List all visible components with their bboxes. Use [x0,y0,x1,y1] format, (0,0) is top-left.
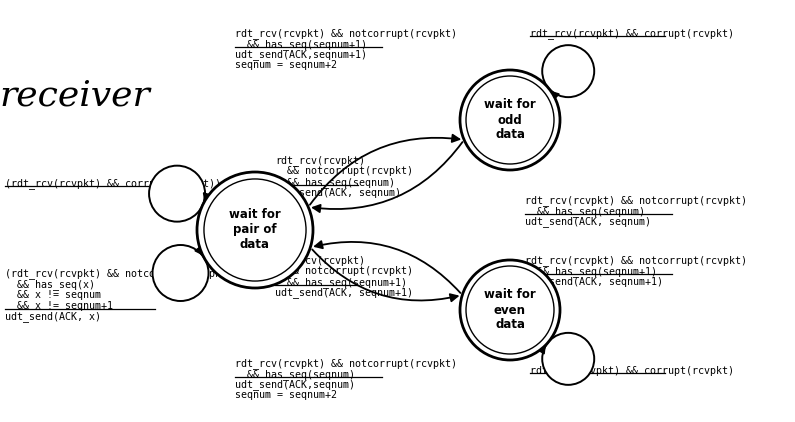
Text: && has_seq(seqnum+1): && has_seq(seqnum+1) [235,39,367,50]
Text: && x != seqnum+1: && x != seqnum+1 [5,301,113,311]
Text: rdt_rcv(rcvpkt) && corrupt(rcvpkt): rdt_rcv(rcvpkt) && corrupt(rcvpkt) [530,365,734,376]
Text: receiver: receiver [0,78,150,112]
Circle shape [542,45,594,97]
Text: && has_seq(x): && has_seq(x) [5,279,95,290]
Circle shape [460,70,560,170]
Text: wait for
odd
data: wait for odd data [484,98,536,141]
Text: udt_send(ACK,seqnum): udt_send(ACK,seqnum) [235,379,355,390]
Text: && notcorrupt(rcvpkt): && notcorrupt(rcvpkt) [275,166,413,176]
Text: && notcorrupt(rcvpkt): && notcorrupt(rcvpkt) [275,266,413,276]
Text: wait for
pair of
data: wait for pair of data [229,208,281,252]
Text: rdt_rcv(rcvpkt) && notcorrupt(rcvpkt): rdt_rcv(rcvpkt) && notcorrupt(rcvpkt) [235,28,457,39]
Text: && x != seqnum: && x != seqnum [5,290,101,300]
Text: && has_seq(seqnum+1): && has_seq(seqnum+1) [525,266,657,277]
Circle shape [153,245,208,301]
Text: udt_send(ACK, seqnum): udt_send(ACK, seqnum) [275,187,401,198]
Text: && has_seq(seqnum): && has_seq(seqnum) [525,206,645,217]
Text: rdt_rcv(rcvpkt) && corrupt(rcvpkt): rdt_rcv(rcvpkt) && corrupt(rcvpkt) [530,28,734,39]
Text: && has_seq(seqnum): && has_seq(seqnum) [275,177,395,188]
Text: udt_send(ACK, x): udt_send(ACK, x) [5,311,101,322]
Text: udt_send(ACK, seqnum+1): udt_send(ACK, seqnum+1) [525,276,663,287]
Text: && has_seq(seqnum): && has_seq(seqnum) [235,369,355,380]
Circle shape [149,166,205,222]
Text: rdt_rcv(rcvpkt) && notcorrupt(rcvpkt): rdt_rcv(rcvpkt) && notcorrupt(rcvpkt) [525,255,747,266]
Circle shape [542,333,594,385]
Text: wait for
even
data: wait for even data [484,289,536,332]
Text: udt_send(ACK,seqnum+1): udt_send(ACK,seqnum+1) [235,49,367,60]
Text: && has_seq(seqnum+1): && has_seq(seqnum+1) [275,277,407,288]
Text: rdt_rcv(rcvpkt): rdt_rcv(rcvpkt) [275,155,365,166]
Text: rdt_rcv(rcvpkt) && notcorrupt(rcvpkt): rdt_rcv(rcvpkt) && notcorrupt(rcvpkt) [235,358,457,369]
Circle shape [197,172,313,288]
Text: udt_send(ACK, seqnum): udt_send(ACK, seqnum) [525,216,651,227]
Text: (rdt_rcv(rcvpkt) && notcorrupt(rcvpkt): (rdt_rcv(rcvpkt) && notcorrupt(rcvpkt) [5,268,233,279]
Text: (rdt_rcv(rcvpkt) && corrupt(rcvpkt)): (rdt_rcv(rcvpkt) && corrupt(rcvpkt)) [5,178,221,189]
Text: rdt_rcv(rcvpkt): rdt_rcv(rcvpkt) [275,255,365,266]
Text: seqnum = seqnum+2: seqnum = seqnum+2 [235,390,337,400]
Text: seqnum = seqnum+2: seqnum = seqnum+2 [235,60,337,70]
Circle shape [460,260,560,360]
Text: rdt_rcv(rcvpkt) && notcorrupt(rcvpkt): rdt_rcv(rcvpkt) && notcorrupt(rcvpkt) [525,195,747,206]
Text: udt_send(ACK, seqnum+1): udt_send(ACK, seqnum+1) [275,287,413,298]
